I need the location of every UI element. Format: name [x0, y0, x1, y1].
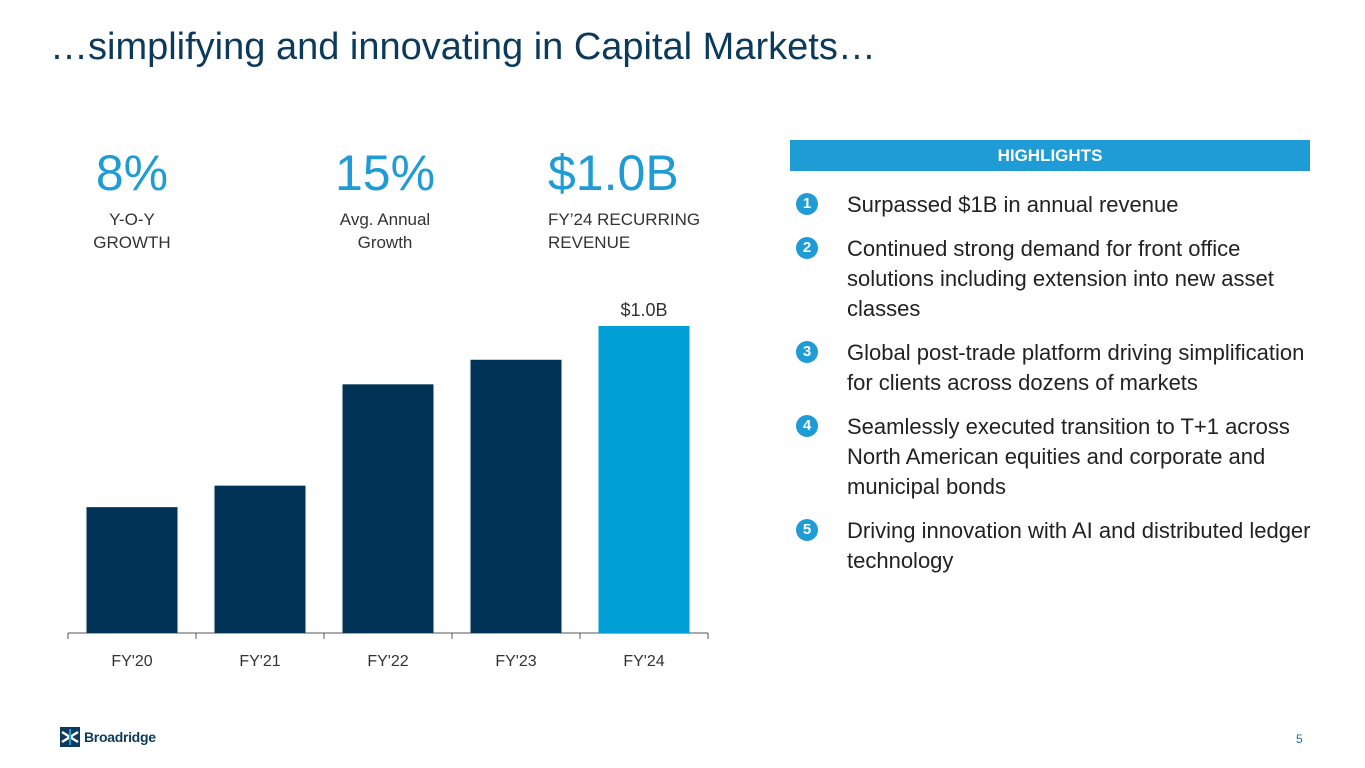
number-badge-icon: 4 — [796, 415, 818, 437]
number-badge-icon: 2 — [796, 237, 818, 259]
kpi-value: 15% — [334, 145, 436, 201]
kpi-label: FY’24 RECURRING REVENUE — [548, 210, 701, 252]
page-number: 5 — [1296, 732, 1303, 746]
highlight-text: Continued strong demand for front office… — [847, 236, 1274, 321]
highlight-text: Global post-trade platform driving simpl… — [847, 340, 1305, 395]
x-tick-label: FY'24 — [623, 653, 664, 670]
highlight-item: 2 Continued strong demand for front offi… — [796, 234, 1316, 324]
bar-fy24 — [598, 326, 690, 633]
number-badge-icon: 3 — [796, 341, 818, 363]
bar-fy21 — [214, 485, 306, 633]
bar-fy23 — [470, 359, 562, 633]
highlight-item: 4 Seamlessly executed transition to T+1 … — [796, 412, 1316, 502]
kpi-label: Y-O-Y GROWTH — [93, 210, 171, 252]
number-badge-icon: 5 — [796, 519, 818, 541]
slide-title: …simplifying and innovating in Capital M… — [50, 26, 876, 68]
kpi-value: $1.0B — [548, 145, 679, 201]
highlight-item: 3 Global post-trade platform driving sim… — [796, 338, 1316, 398]
highlight-item: 5 Driving innovation with AI and distrib… — [796, 516, 1316, 576]
data-label: $1.0B — [620, 300, 667, 320]
x-tick-label: FY'21 — [239, 653, 280, 670]
bar-fy22 — [342, 384, 434, 633]
broadridge-logo-icon — [60, 727, 80, 747]
logo-text: Broadridge — [84, 729, 156, 745]
kpi-value: 8% — [95, 145, 169, 201]
number-badge-icon: 1 — [796, 193, 818, 215]
highlights-header: HIGHLIGHTS — [790, 140, 1310, 171]
highlight-text: Seamlessly executed transition to T+1 ac… — [847, 414, 1290, 499]
kpi-avg-annual-growth: 15% Avg. Annual Growth — [295, 148, 475, 254]
kpi-recurring-revenue: $1.0B FY’24 RECURRING REVENUE — [548, 148, 728, 254]
revenue-bar-chart: FY'20 FY'21 FY'22 FY'23 FY'24 $1.0B — [67, 300, 709, 670]
x-tick-label: FY'22 — [367, 653, 408, 670]
highlight-item: 1 Surpassed $1B in annual revenue — [796, 190, 1316, 220]
highlights-list: 1 Surpassed $1B in annual revenue 2 Cont… — [796, 190, 1316, 590]
kpi-label: Avg. Annual Growth — [339, 210, 431, 252]
kpi-yoy-growth: 8% Y-O-Y GROWTH — [72, 148, 192, 254]
highlight-text: Driving innovation with AI and distribut… — [847, 518, 1311, 573]
broadridge-logo: Broadridge — [60, 727, 156, 747]
x-tick-label: FY'23 — [495, 653, 536, 670]
bar-fy20 — [86, 507, 178, 633]
highlight-text: Surpassed $1B in annual revenue — [847, 192, 1179, 217]
x-tick-label: FY'20 — [111, 653, 152, 670]
